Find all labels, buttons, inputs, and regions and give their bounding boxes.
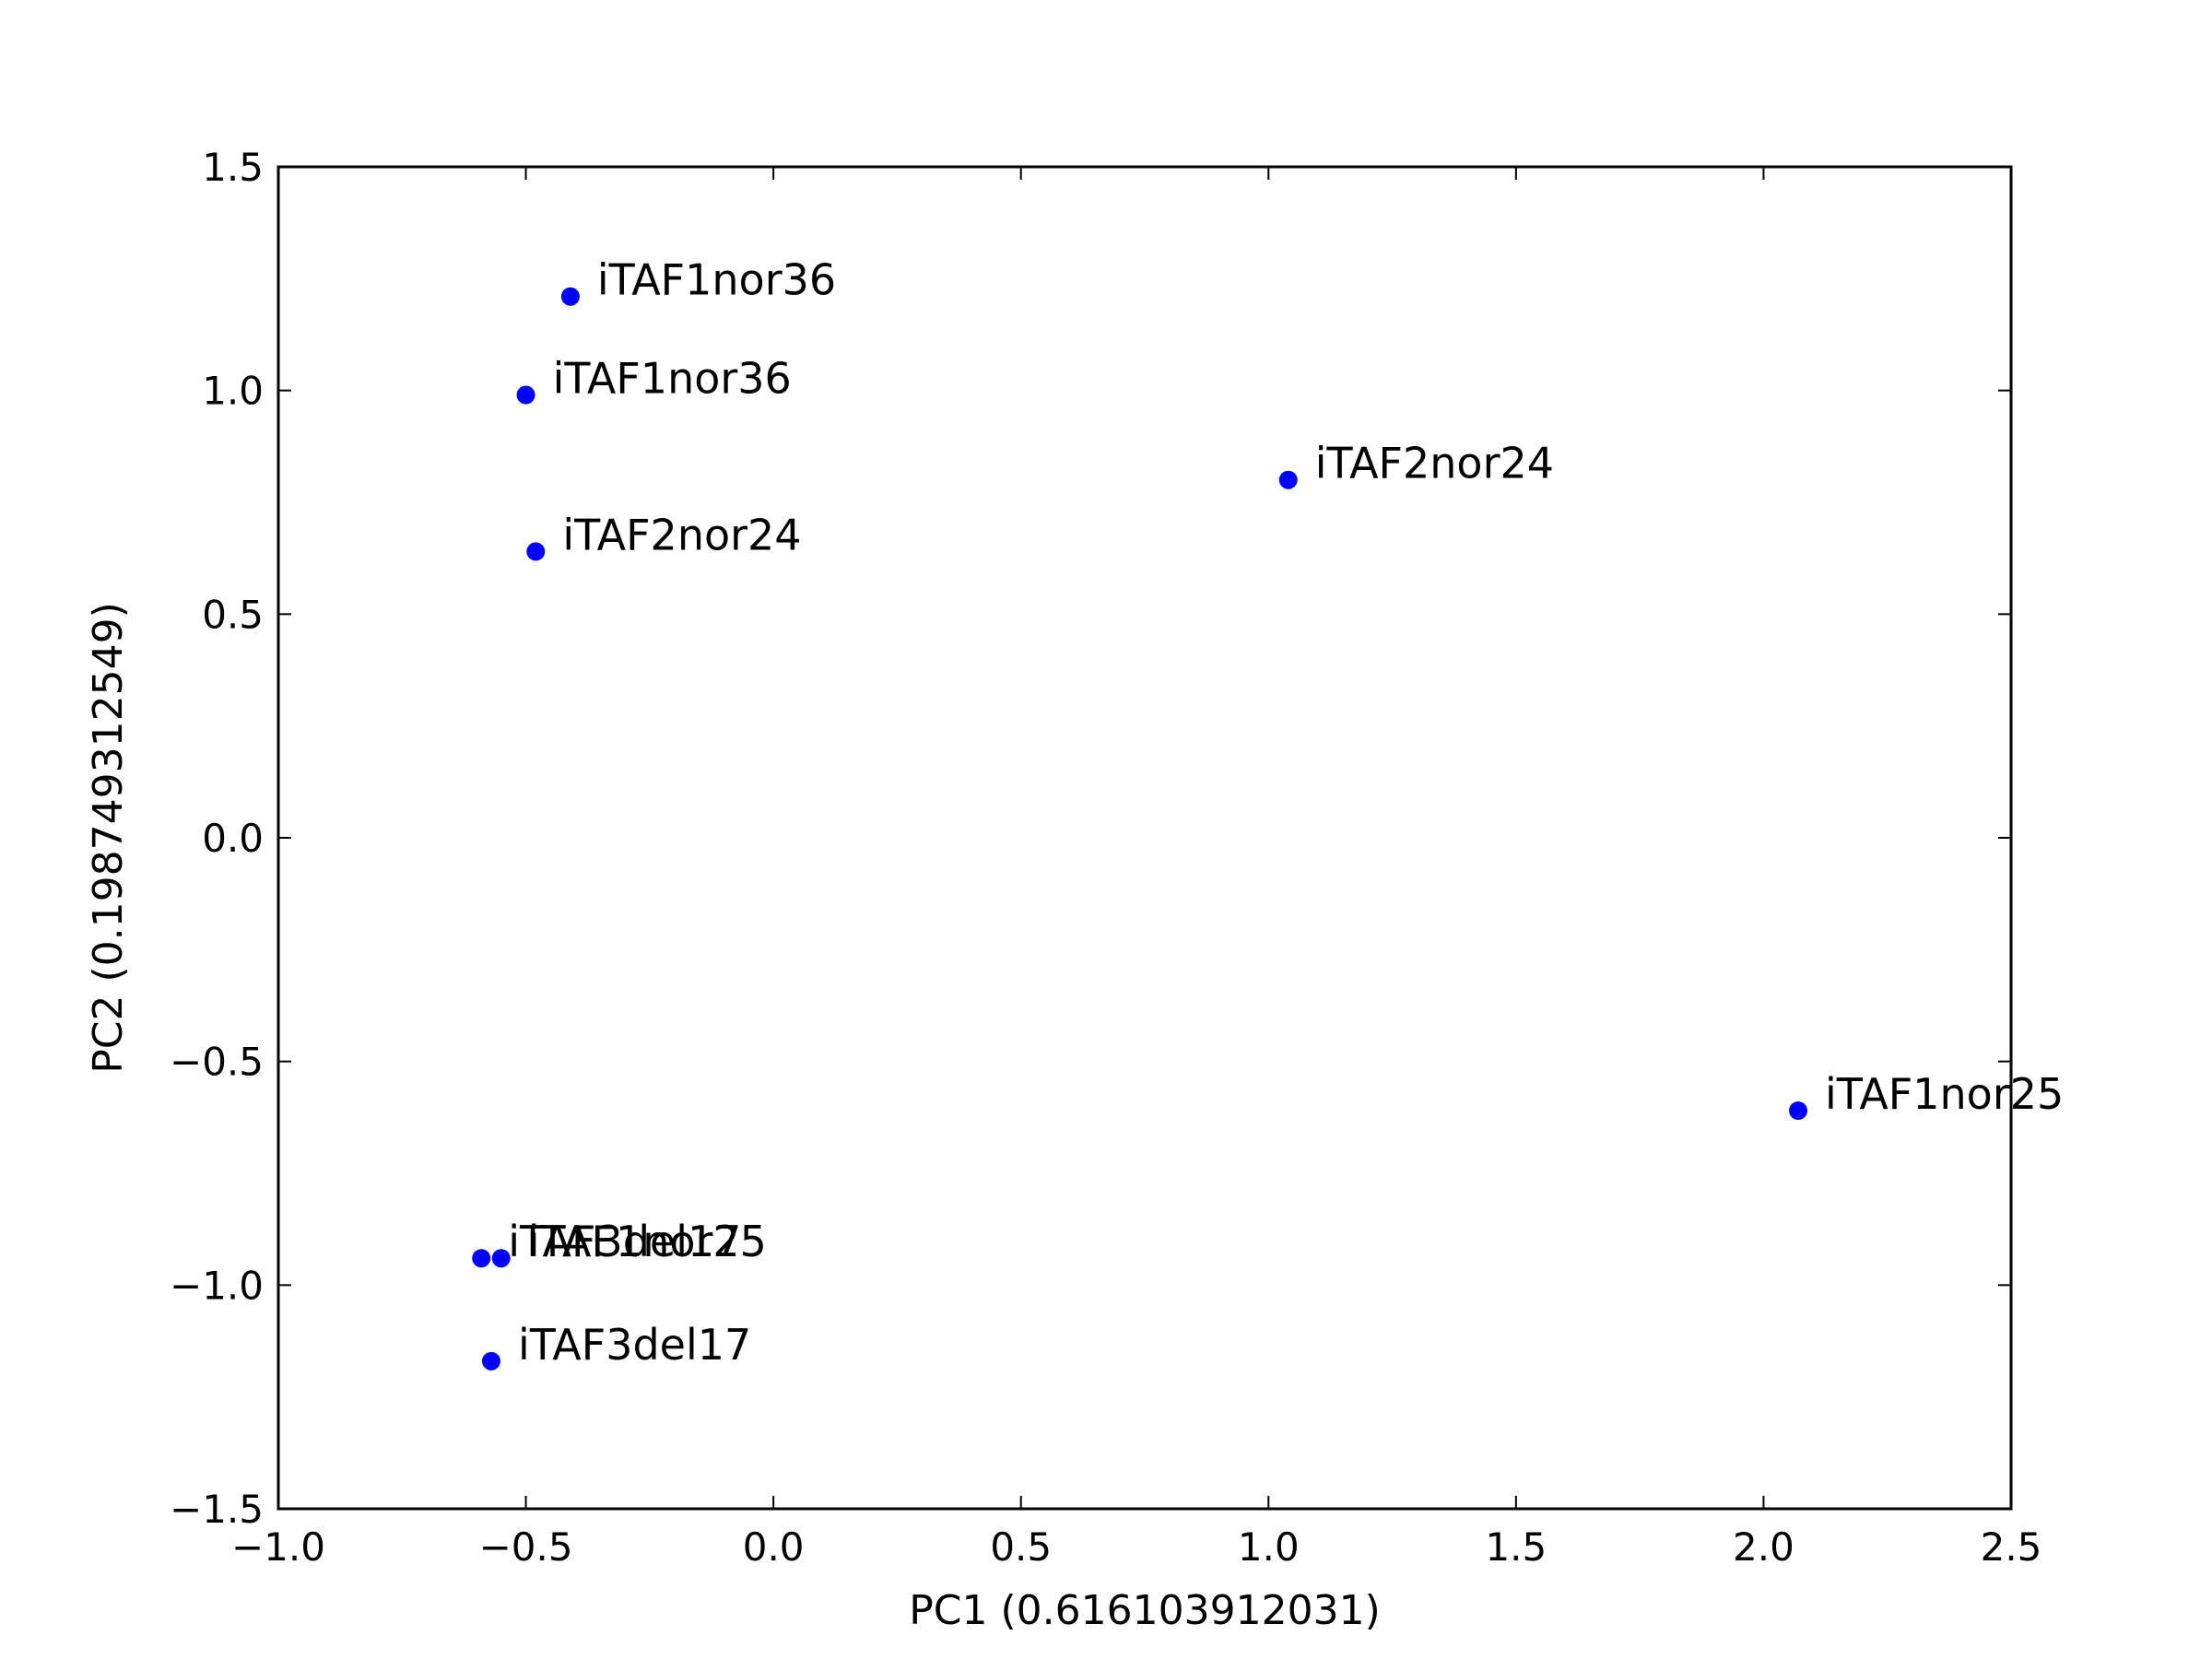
x-tick-label: 1.5 (1485, 1524, 1547, 1570)
data-point (516, 385, 535, 405)
data-point (1278, 470, 1298, 489)
data-point-label: iTAF1nor36 (597, 255, 836, 305)
x-tick-label: 0.5 (990, 1524, 1052, 1570)
data-point-label: iTAF1nor25 (528, 1217, 767, 1266)
plot-area: iTAF1nor36 iTAF1nor36 iTAF2nor24 iTAF2nor24… (472, 255, 2064, 1371)
y-tick-label: −1.0 (170, 1263, 264, 1308)
x-axis-label: PC1 (0.616103912031) (909, 1587, 1380, 1634)
x-tick-label: 2.5 (1981, 1524, 2042, 1570)
data-point (526, 542, 546, 561)
x-tick-label: 0.0 (743, 1524, 805, 1570)
y-axis-label: PC2 (0.198749312549) (85, 602, 132, 1073)
y-tick-label: −1.5 (170, 1487, 264, 1532)
data-point (472, 1249, 491, 1268)
x-tick-label: −1.0 (231, 1524, 325, 1570)
axis-ticks: −1.0 −0.5 0.0 0.5 1.0 1.5 2.0 2.5−1.5−1.0−0.50.… (170, 145, 2041, 1570)
x-tick-label: 1.0 (1238, 1524, 1300, 1570)
y-tick-label: 1.0 (202, 369, 264, 414)
data-point (1789, 1101, 1808, 1121)
data-point (481, 1351, 500, 1371)
x-tick-label: 2.0 (1733, 1524, 1794, 1570)
data-point-label: iTAF3del17 (508, 1217, 741, 1266)
y-tick-label: 1.5 (202, 145, 264, 190)
data-point-label: iTAF3del17 (518, 1320, 751, 1370)
data-point (491, 1249, 511, 1268)
x-tick-label: −0.5 (479, 1524, 573, 1570)
y-tick-label: −0.5 (170, 1040, 264, 1085)
y-tick-label: 0.0 (202, 816, 264, 861)
data-point-label: iTAF1nor36 (553, 354, 792, 404)
data-point-label: iTAF2nor24 (562, 510, 801, 559)
data-point (560, 287, 580, 306)
data-point-label: iTAF2nor24 (1315, 439, 1554, 488)
data-point-label: iTAF1nor25 (1825, 1069, 2064, 1119)
y-tick-label: 0.5 (202, 592, 264, 637)
